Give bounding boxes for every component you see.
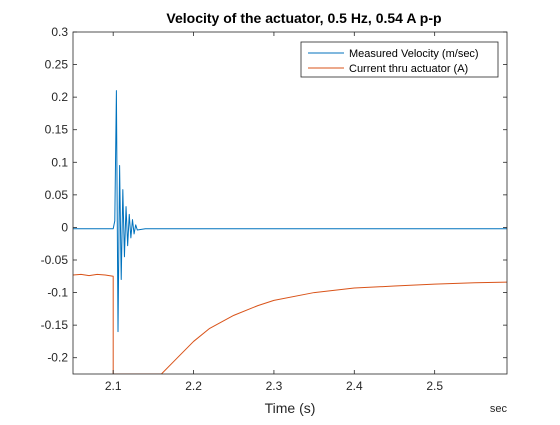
- legend: Measured Velocity (m/sec) Current thru a…: [300, 41, 499, 78]
- x-tick-label: 2.3: [266, 379, 283, 393]
- x-tick-label: 2.5: [426, 379, 443, 393]
- x-axis-unit: sec: [490, 403, 508, 415]
- y-tick-label: 0.2: [51, 90, 68, 104]
- plot-background: [73, 32, 507, 374]
- legend-label-velocity: Measured Velocity (m/sec): [349, 48, 479, 60]
- y-tick-label: 0.3: [51, 25, 68, 39]
- chart-title: Velocity of the actuator, 0.5 Hz, 0.54 A…: [166, 10, 441, 26]
- x-tick-label: 2.4: [346, 379, 363, 393]
- legend-box: [300, 41, 499, 78]
- x-tick-label: 2.1: [105, 379, 122, 393]
- series-layer: [73, 90, 507, 374]
- y-tick-label: 0.15: [45, 123, 69, 137]
- y-axis-ticks: -0.2 -0.15 -0.1 -0.05 0 0.05 0.1 0.15 0.2 0.25 0.3: [41, 25, 507, 365]
- x-tick-label: 2.2: [185, 379, 202, 393]
- x-axis-ticks: 2.1 2.2 2.3 2.4 2.5: [105, 32, 443, 393]
- y-tick-label: -0.1: [47, 286, 68, 300]
- y-tick-label: 0.25: [45, 58, 69, 72]
- y-tick-label: -0.2: [47, 351, 68, 365]
- x-axis-label: Time (s): [265, 400, 316, 416]
- series-line-current: [73, 273, 507, 374]
- y-tick-label: -0.05: [41, 253, 69, 267]
- y-tick-label: 0.1: [51, 155, 68, 169]
- y-tick-label: -0.15: [41, 318, 69, 332]
- y-tick-label: 0.05: [45, 188, 69, 202]
- y-tick-label: 0: [61, 220, 68, 234]
- axes-box: [72, 31, 508, 375]
- series-line-velocity: [73, 90, 507, 333]
- legend-label-current: Current thru actuator (A): [349, 63, 468, 75]
- plot-area: 2.1 2.2 2.3 2.4 2.5 -0.2 -0.15 -0.1 -0.05 0 0.05 0…: [41, 25, 508, 393]
